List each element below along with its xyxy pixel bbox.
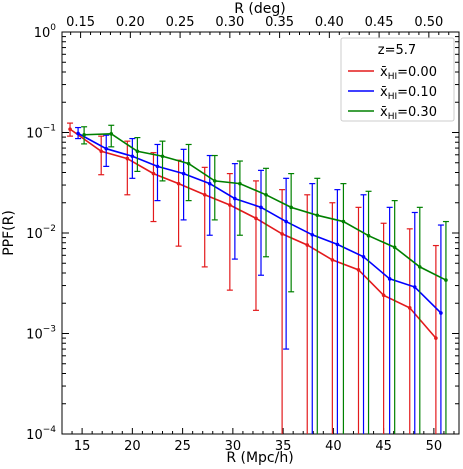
series-0 bbox=[67, 122, 439, 434]
series-1 bbox=[75, 126, 444, 434]
data-point bbox=[160, 154, 165, 159]
data-point bbox=[418, 265, 422, 269]
x-tick-label: 25 bbox=[174, 439, 191, 454]
legend-box bbox=[340, 37, 455, 122]
top-axis-title: R (deg) bbox=[234, 1, 286, 17]
top-tick-label: 0.15 bbox=[66, 15, 95, 30]
data-point bbox=[151, 171, 156, 176]
series-layer bbox=[67, 122, 449, 434]
data-point bbox=[155, 164, 160, 169]
data-point bbox=[176, 181, 181, 186]
y-tick-label: 10−1 bbox=[26, 124, 56, 142]
y-tick-label: 10−3 bbox=[26, 325, 56, 343]
x-tick-label: 40 bbox=[325, 439, 342, 454]
data-point bbox=[280, 232, 284, 236]
x-tick-label: 50 bbox=[426, 439, 443, 454]
x-tick-label: 45 bbox=[375, 439, 392, 454]
data-point bbox=[130, 154, 135, 159]
top-tick-label: 0.50 bbox=[414, 15, 443, 30]
x-tick-label: 35 bbox=[275, 439, 292, 454]
legend-entries: x̄HI=0.00 x̄HI=0.10 x̄HI=0.30 bbox=[348, 65, 437, 122]
x-tick-label: 20 bbox=[124, 439, 141, 454]
data-point bbox=[259, 205, 263, 210]
data-point bbox=[104, 146, 109, 151]
y-tick-label: 10−2 bbox=[26, 224, 56, 242]
data-point bbox=[207, 181, 212, 186]
legend-label: x̄HI=0.00 bbox=[380, 65, 437, 82]
data-point bbox=[186, 161, 191, 166]
data-point bbox=[381, 293, 386, 298]
x-tick-label: 15 bbox=[74, 439, 91, 454]
data-point bbox=[135, 149, 140, 154]
data-point bbox=[202, 192, 207, 197]
series-2 bbox=[81, 124, 449, 434]
top-tick-label: 0.45 bbox=[365, 15, 394, 30]
top-tick-label: 0.20 bbox=[116, 15, 145, 30]
data-point bbox=[254, 216, 258, 221]
data-point bbox=[387, 277, 392, 281]
data-point bbox=[233, 196, 237, 201]
x-axis-title: R (Mpc/h) bbox=[226, 450, 293, 466]
legend-label: x̄HI=0.30 bbox=[380, 105, 437, 122]
data-point bbox=[82, 132, 86, 137]
data-point bbox=[284, 219, 288, 224]
data-point bbox=[264, 192, 268, 197]
legend-label: x̄HI=0.10 bbox=[380, 85, 437, 102]
data-point bbox=[439, 311, 443, 315]
data-point bbox=[412, 285, 417, 289]
top-tick-label: 0.35 bbox=[265, 15, 294, 30]
series-line bbox=[69, 128, 437, 339]
data-point bbox=[212, 179, 217, 183]
top-tick-label: 0.40 bbox=[315, 15, 344, 30]
x-tick-label: 30 bbox=[225, 439, 242, 454]
data-point bbox=[125, 156, 130, 161]
y-tick-label: 100 bbox=[34, 23, 57, 41]
top-tick-label: 0.30 bbox=[215, 15, 244, 30]
data-point bbox=[366, 233, 371, 238]
data-point bbox=[356, 268, 361, 272]
data-point bbox=[392, 245, 397, 250]
data-point bbox=[361, 254, 366, 259]
y-axis-title: PPF(R) bbox=[1, 210, 17, 256]
data-point bbox=[407, 306, 412, 310]
data-point bbox=[330, 258, 335, 262]
top-tick-label: 0.25 bbox=[166, 15, 195, 30]
data-point bbox=[289, 205, 293, 210]
data-point bbox=[310, 232, 315, 237]
data-point bbox=[434, 336, 438, 340]
data-point bbox=[305, 243, 310, 247]
data-point bbox=[444, 278, 448, 282]
data-point bbox=[315, 213, 320, 218]
legend: z=5.7 x̄HI=0.00 x̄HI=0.10 x̄HI=0.30 bbox=[340, 37, 455, 122]
y-tick-label: 10−4 bbox=[26, 425, 56, 443]
data-point bbox=[76, 131, 80, 136]
data-point bbox=[68, 127, 72, 131]
legend-title: z=5.7 bbox=[378, 43, 416, 58]
data-point bbox=[181, 171, 186, 176]
ticks-layer: 15 20 25 30 35 40 45 50 0.15 0.20 0.25 0.30 0.35 0.40… bbox=[26, 15, 459, 454]
data-point bbox=[335, 242, 340, 247]
data-point bbox=[99, 149, 103, 154]
data-point bbox=[228, 203, 232, 207]
data-point bbox=[238, 181, 242, 186]
data-point bbox=[341, 219, 346, 224]
data-point bbox=[109, 132, 114, 136]
